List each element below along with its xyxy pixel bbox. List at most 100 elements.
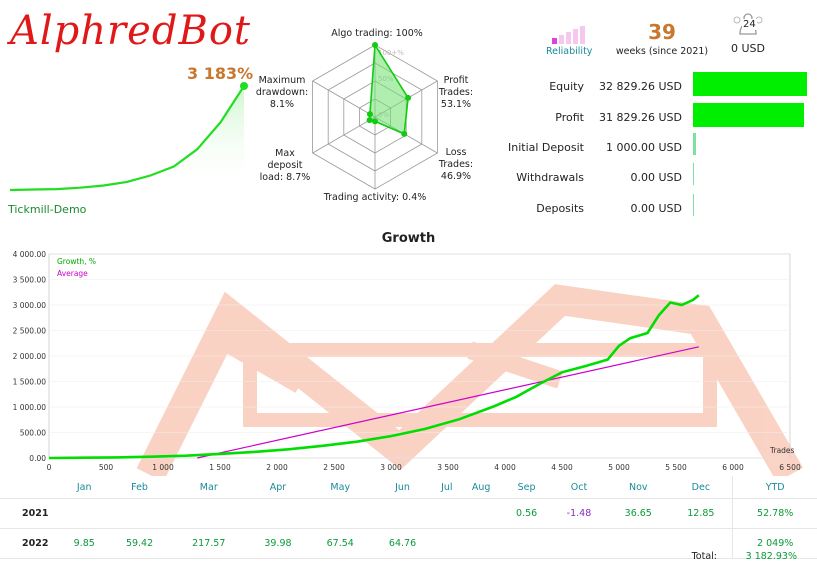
year-cell: 2021 xyxy=(0,498,60,529)
legend-average: Average xyxy=(57,269,88,278)
month-header: Oct xyxy=(550,476,608,499)
radar-value-point xyxy=(366,117,373,124)
header-cell-year xyxy=(0,476,60,499)
x-tick-label: 0 xyxy=(47,463,52,472)
y-tick-label: 0.00 xyxy=(29,454,46,463)
month-value xyxy=(433,528,460,559)
weeks-value: 39 xyxy=(648,20,676,44)
radar-label-line: deposit xyxy=(267,160,303,171)
radar-label-activity: Trading activity: 0.4% xyxy=(323,192,427,203)
x-tick-label: 3 500 xyxy=(437,463,459,472)
radar-label-max-deposit-load: Max deposit load: 8.7% xyxy=(255,148,315,184)
radar-value-point xyxy=(405,94,412,101)
month-header: Dec xyxy=(669,476,733,499)
app-title: AlphredBot xyxy=(10,8,251,54)
growth-title: Growth xyxy=(381,231,436,246)
stat-value: 0.00 USD xyxy=(630,171,683,184)
y-axis-ticks: 0.00 500.00 1 000.00 1 500.00 2 000.00 2 500.… xyxy=(13,250,47,463)
y-tick-label: 3 000.00 xyxy=(13,301,47,310)
y-tick-label: 500.00 xyxy=(20,429,46,438)
radar-label-algo: Algo trading: 100% xyxy=(331,28,423,39)
month-value xyxy=(607,528,670,559)
year-cell: 2022 xyxy=(0,528,60,559)
radar-label-profit-trades: Profit Trades: 53.1% xyxy=(436,75,476,111)
month-value: 67.54 xyxy=(309,528,372,559)
radar-label-max-drawdown: Maximum drawdown: 8.1% xyxy=(252,75,312,111)
stat-bar xyxy=(693,103,804,127)
stat-label: Equity xyxy=(549,80,584,93)
month-value xyxy=(371,498,434,529)
stat-label: Initial Deposit xyxy=(508,141,584,154)
month-value: 64.76 xyxy=(371,528,434,559)
table-row: 2021 0.56 -1.48 36.65 12.85 52.78% xyxy=(0,498,817,529)
ytd-value: 52.78% xyxy=(732,498,817,529)
stat-value: 31 829.26 USD xyxy=(599,111,682,124)
mini-chart-line xyxy=(9,85,245,192)
x-tick-label: 4 500 xyxy=(551,463,573,472)
growth-chart: 0.00 500.00 1 000.00 1 500.00 2 000.00 2 500.… xyxy=(13,250,803,476)
weeks-label: weeks (since 2021) xyxy=(615,46,709,57)
stat-value: 32 829.26 USD xyxy=(599,80,682,93)
radar-label-line: Loss xyxy=(445,147,467,158)
radar-chart: 100+%50%0% xyxy=(312,42,438,190)
month-value: 59.42 xyxy=(108,528,171,559)
month-header: Sep xyxy=(502,476,551,499)
radar-label-line: Maximum xyxy=(258,75,306,86)
ytd-header: YTD xyxy=(732,476,817,499)
month-value xyxy=(170,498,247,529)
month-value xyxy=(246,498,310,529)
total-value: 3 182.93% xyxy=(745,551,797,562)
month-header: Nov xyxy=(607,476,670,499)
y-tick-label: 2 500.00 xyxy=(13,327,47,336)
y-tick-label: 1 500.00 xyxy=(13,378,47,387)
stat-bar xyxy=(693,194,695,216)
x-tick-label: 6 000 xyxy=(722,463,744,472)
month-value xyxy=(550,528,608,559)
month-value xyxy=(309,498,372,529)
month-value: 217.57 xyxy=(170,528,247,559)
radar-label-line: Trades: xyxy=(438,159,474,170)
series-line-growth xyxy=(48,294,700,460)
radar-label-line: 46.9% xyxy=(440,171,472,182)
month-header: Jul xyxy=(433,476,460,499)
month-value: 39.98 xyxy=(246,528,310,559)
table-row: 2022 9.85 59.42 217.57 39.98 67.54 64.76 2 049% xyxy=(0,528,817,559)
month-value: -1.48 xyxy=(550,498,608,529)
radar-label-line: 8.1% xyxy=(269,99,295,110)
x-tick-label: 5 500 xyxy=(665,463,687,472)
series-line-average xyxy=(197,346,699,459)
month-header: Feb xyxy=(108,476,171,499)
reliability-icon xyxy=(552,26,585,44)
y-tick-label: 2 000.00 xyxy=(13,352,47,361)
stat-bar xyxy=(693,163,695,185)
radar-label-line: drawdown: xyxy=(255,87,309,98)
month-value xyxy=(60,498,109,529)
subscribers-value: 0 USD xyxy=(731,42,765,55)
ytd-value: 2 049% xyxy=(732,528,817,559)
month-value xyxy=(459,498,503,529)
month-value xyxy=(108,498,171,529)
y-tick-label: 4 000.00 xyxy=(13,250,47,259)
radar-value-point xyxy=(372,42,378,48)
x-tick-label: 5 000 xyxy=(608,463,630,472)
y-tick-label: 1 000.00 xyxy=(13,403,47,412)
stat-value: 1 000.00 USD xyxy=(606,141,682,154)
month-header: Jun xyxy=(371,476,434,499)
radar-ring-label: 100+% xyxy=(378,49,404,57)
radar-label-line: 53.1% xyxy=(440,99,472,110)
month-value: 0.56 xyxy=(502,498,551,529)
x-tick-label: 1 000 xyxy=(152,463,174,472)
radar-label-loss-trades: Loss Trades: 46.9% xyxy=(436,147,476,183)
x-tick-label: 2 500 xyxy=(323,463,345,472)
x-tick-label: 1 500 xyxy=(209,463,231,472)
radar-value-point xyxy=(366,111,373,118)
x-tick-label: 500 xyxy=(99,463,114,472)
periods-table: Jan Feb Mar Apr May Jun Jul Aug Sep Oct Nov Dec YTD 2… xyxy=(0,476,817,559)
subscribers-count: 24 xyxy=(742,19,757,30)
stat-label: Profit xyxy=(555,111,584,124)
x-axis-ticks: 0 500 1 000 1 500 2 000 2 500 3 000 3 500 4 000 4… xyxy=(47,463,801,472)
radar-value-point xyxy=(401,130,408,137)
account-link[interactable]: Tickmill-Demo xyxy=(8,203,87,216)
stat-bar xyxy=(693,72,807,96)
stat-label: Withdrawals xyxy=(516,171,584,184)
